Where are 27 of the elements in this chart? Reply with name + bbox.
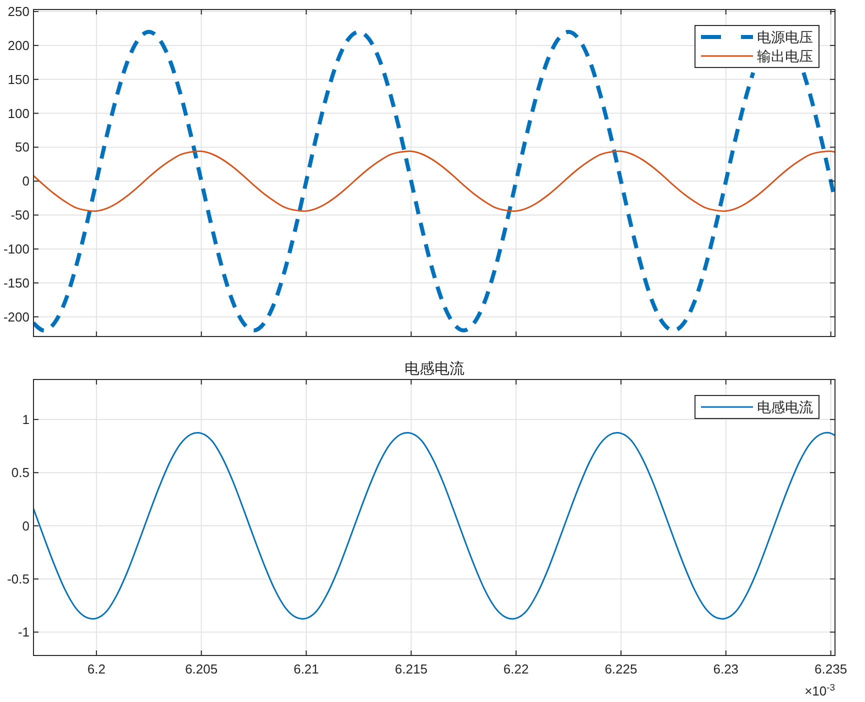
annotation: ×10$^{-3}$ bbox=[804, 681, 835, 698]
xtick: 6.2 bbox=[87, 662, 106, 676]
legend-label: 电感电流 bbox=[757, 401, 813, 416]
ytick: -200 bbox=[3, 309, 30, 324]
legend-label: 输出电压 bbox=[757, 50, 813, 65]
ytick: 100 bbox=[8, 106, 30, 121]
ytick: 150 bbox=[8, 72, 30, 87]
ytick: 200 bbox=[8, 38, 30, 53]
ytick: 0 bbox=[22, 518, 30, 534]
ytick: -100 bbox=[3, 241, 30, 256]
ytick: 250 bbox=[8, 4, 30, 20]
ytick: -1 bbox=[18, 624, 30, 640]
xtick: 6.225 bbox=[604, 662, 638, 676]
title: 电感电流 bbox=[404, 362, 464, 378]
xtick: 6.23 bbox=[713, 662, 739, 676]
ytick: -0.5 bbox=[7, 571, 30, 586]
ytick: 0.5 bbox=[11, 465, 30, 480]
ytick: -150 bbox=[3, 275, 30, 290]
xtick: 6.215 bbox=[394, 662, 428, 676]
xtick: 6.22 bbox=[503, 662, 529, 676]
ytick: 50 bbox=[15, 140, 30, 155]
xtick: 6.205 bbox=[185, 662, 218, 676]
ytick: 1 bbox=[22, 412, 30, 427]
xtick: 6.21 bbox=[294, 662, 319, 676]
ytick: -50 bbox=[10, 208, 30, 223]
xtick: 6.235 bbox=[814, 662, 848, 676]
ytick: 0 bbox=[22, 174, 30, 189]
